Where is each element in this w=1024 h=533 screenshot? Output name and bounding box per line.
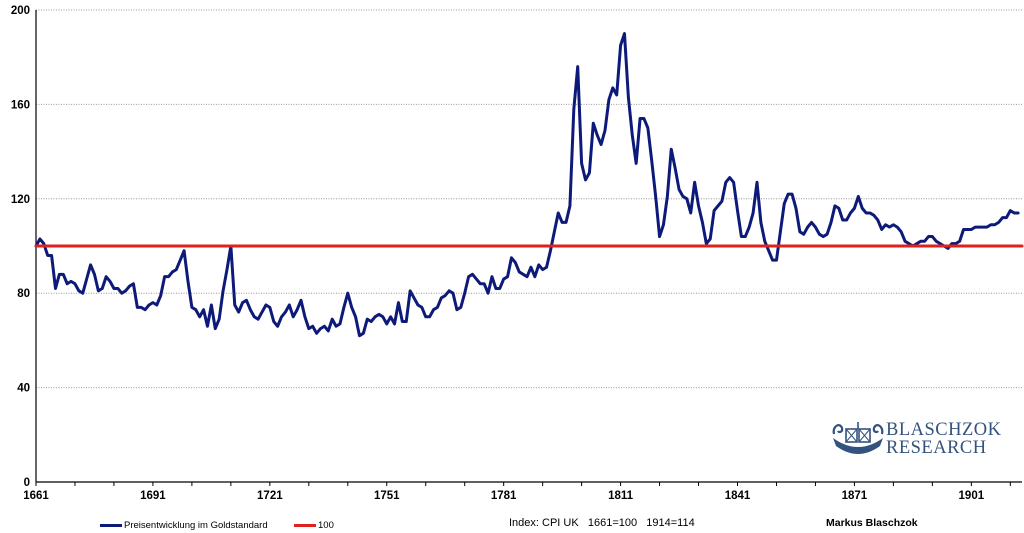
x-tick-label: 1751 (374, 490, 400, 502)
y-tick-label: 200 (11, 5, 30, 17)
legend-label-100: 100 (318, 519, 334, 531)
x-tick-label: 1871 (842, 490, 868, 502)
x-tick-label: 1901 (959, 490, 985, 502)
logo-ship-icon (832, 422, 884, 454)
x-tick-label: 1781 (491, 490, 517, 502)
gridlines (36, 9, 1022, 389)
y-tick-label: 80 (17, 288, 30, 300)
author-name: Markus Blaschzok (826, 517, 918, 529)
x-tick-label: 1811 (608, 490, 634, 502)
legend-item-gold-standard: Preisentwicklung im Goldstandard (100, 518, 268, 532)
legend-label-gold-standard: Preisentwicklung im Goldstandard (124, 519, 268, 531)
x-tick-label: 1661 (23, 490, 49, 502)
index-note: Index: CPI UK 1661=100 1914=114 (509, 517, 695, 529)
x-tick-label: 1721 (257, 490, 283, 502)
y-tick-label: 40 (17, 383, 30, 395)
axes (35, 10, 1022, 486)
series-line-gold-standard (34, 32, 1020, 338)
legend-swatch-100 (294, 523, 316, 527)
x-tick-label: 1841 (725, 490, 751, 502)
series-lines (34, 32, 1024, 338)
logo-text-line1: BLASCHZOK (886, 420, 1002, 440)
legend-item-100: 100 (294, 518, 334, 532)
tick-labels: 0 40 80 120 160 200 1661 1691 1721 1751 1781 1811 18… (11, 5, 985, 502)
y-tick-label: 0 (24, 477, 30, 489)
y-tick-label: 120 (11, 194, 30, 206)
legend-swatch-gold-standard (100, 523, 122, 527)
y-tick-label: 160 (11, 99, 30, 111)
logo-text-line2: RESEARCH (886, 438, 987, 458)
x-tick-label: 1691 (140, 490, 166, 502)
blaschzok-research-logo: BLASCHZOK RESEARCH (830, 416, 1020, 462)
